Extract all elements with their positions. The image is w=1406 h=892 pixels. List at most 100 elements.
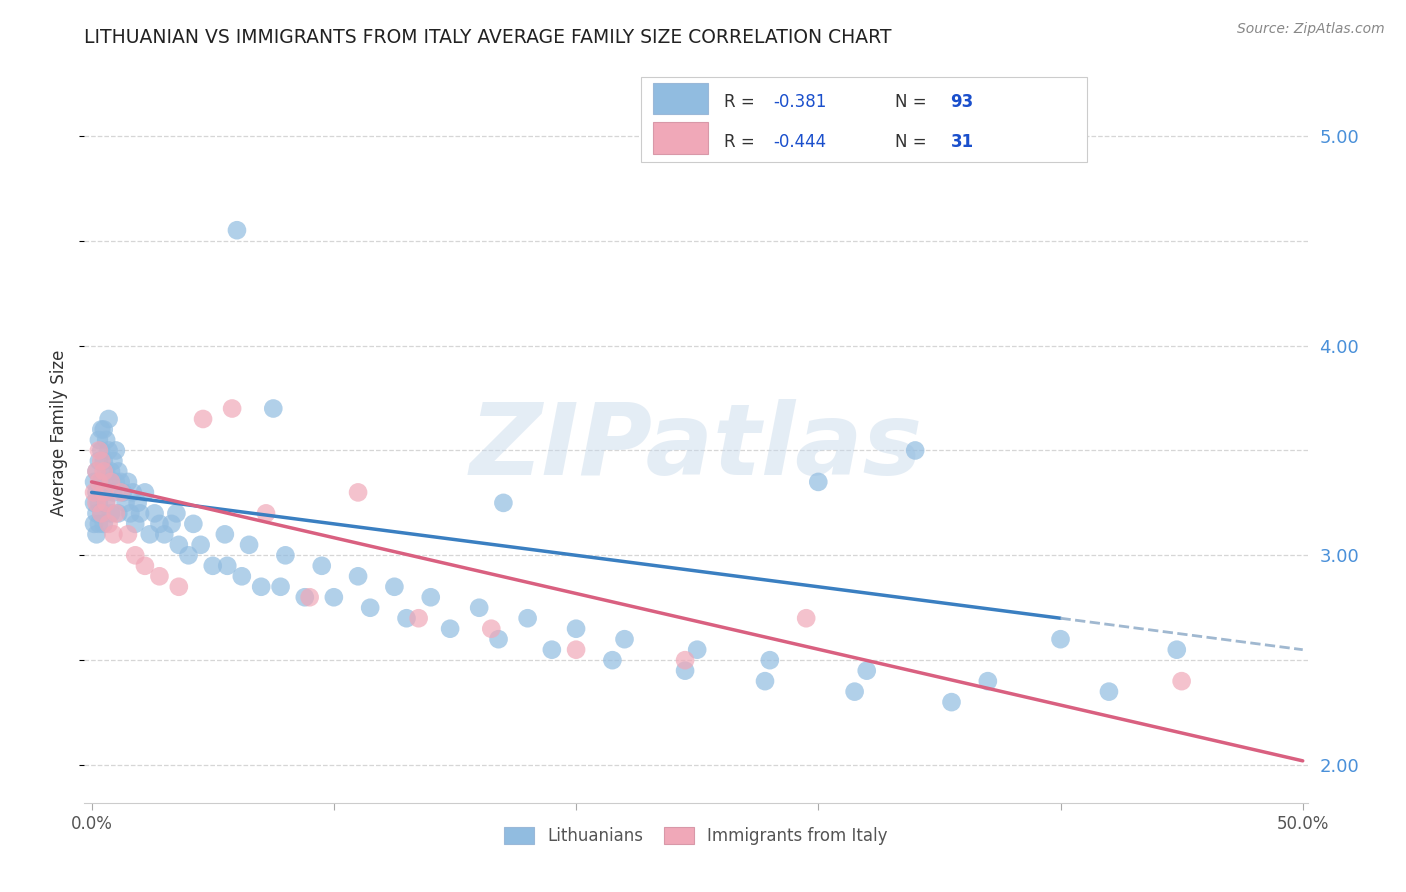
Point	[86, 496, 108, 510]
Point	[87, 475, 110, 489]
Point	[201, 558, 224, 573]
Point	[807, 475, 830, 489]
Point	[250, 580, 273, 594]
Point	[384, 580, 406, 594]
Point	[87, 433, 110, 447]
Point	[565, 622, 588, 636]
Point	[96, 496, 118, 510]
Point	[167, 580, 190, 594]
Point	[191, 412, 214, 426]
Point	[104, 443, 127, 458]
Point	[97, 516, 120, 531]
Text: N =: N =	[896, 93, 932, 111]
Point	[322, 591, 344, 605]
Text: R =: R =	[724, 133, 761, 151]
Point	[93, 516, 115, 531]
Point	[904, 443, 927, 458]
Point	[87, 454, 110, 468]
Text: -0.381: -0.381	[773, 93, 827, 111]
Point	[565, 642, 588, 657]
Point	[83, 475, 105, 489]
Point	[103, 485, 125, 500]
FancyBboxPatch shape	[654, 83, 709, 114]
Point	[855, 664, 877, 678]
Point	[107, 507, 129, 521]
Point	[673, 664, 696, 678]
Point	[103, 454, 125, 468]
Point	[347, 569, 370, 583]
Text: -0.444: -0.444	[773, 133, 827, 151]
Point	[127, 496, 149, 510]
Point	[86, 464, 108, 478]
Point	[160, 516, 183, 531]
Point	[83, 496, 105, 510]
Point	[121, 485, 143, 500]
Text: Source: ZipAtlas.com: Source: ZipAtlas.com	[1237, 22, 1385, 37]
Point	[100, 475, 122, 489]
Point	[165, 507, 187, 521]
Point	[97, 475, 120, 489]
Point	[488, 632, 510, 647]
Point	[231, 569, 253, 583]
Point	[139, 527, 162, 541]
Point	[107, 464, 129, 478]
Point	[90, 454, 112, 468]
Point	[90, 443, 112, 458]
Point	[270, 580, 292, 594]
Point	[262, 401, 284, 416]
Point	[86, 485, 108, 500]
Point	[941, 695, 963, 709]
Point	[87, 516, 110, 531]
Point	[97, 443, 120, 458]
Point	[104, 475, 127, 489]
Text: 31: 31	[950, 133, 973, 151]
Point	[143, 507, 166, 521]
Point	[977, 674, 1000, 689]
Text: LITHUANIAN VS IMMIGRANTS FROM ITALY AVERAGE FAMILY SIZE CORRELATION CHART: LITHUANIAN VS IMMIGRANTS FROM ITALY AVER…	[84, 28, 891, 47]
Point	[83, 485, 105, 500]
Point	[347, 485, 370, 500]
Text: R =: R =	[724, 93, 761, 111]
Point	[214, 527, 236, 541]
Point	[124, 516, 146, 531]
Point	[134, 558, 156, 573]
Point	[134, 485, 156, 500]
Text: ZIPatlas: ZIPatlas	[470, 399, 922, 496]
Point	[90, 422, 112, 436]
Point	[86, 507, 108, 521]
Point	[114, 496, 136, 510]
Point	[110, 475, 132, 489]
Point	[100, 507, 122, 521]
Point	[90, 475, 112, 489]
Point	[86, 527, 108, 541]
Point	[90, 507, 112, 521]
Point	[221, 401, 243, 416]
Point	[124, 549, 146, 563]
Point	[190, 538, 212, 552]
Point	[254, 507, 277, 521]
Point	[613, 632, 636, 647]
Point	[673, 653, 696, 667]
Point	[93, 454, 115, 468]
Point	[93, 422, 115, 436]
Point	[183, 516, 205, 531]
Point	[1166, 642, 1188, 657]
Point	[759, 653, 782, 667]
Legend: Lithuanians, Immigrants from Italy: Lithuanians, Immigrants from Italy	[496, 819, 896, 854]
Point	[311, 558, 333, 573]
Point	[468, 600, 491, 615]
Point	[103, 527, 125, 541]
Point	[153, 527, 176, 541]
Point	[129, 507, 152, 521]
FancyBboxPatch shape	[654, 122, 709, 153]
Point	[226, 223, 249, 237]
Point	[93, 464, 115, 478]
Point	[274, 549, 297, 563]
Point	[516, 611, 538, 625]
Point	[479, 622, 502, 636]
Point	[97, 412, 120, 426]
Point	[100, 464, 122, 478]
Point	[117, 527, 139, 541]
Point	[602, 653, 624, 667]
Point	[238, 538, 260, 552]
